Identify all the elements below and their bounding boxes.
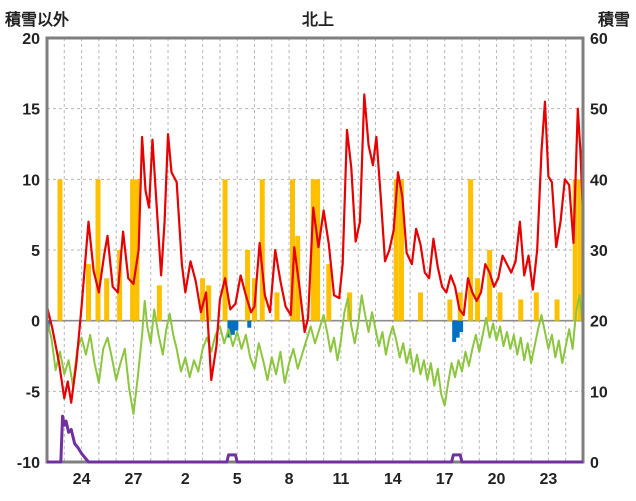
svg-text:20: 20 [488,471,506,488]
svg-text:60: 60 [590,31,608,48]
svg-text:0: 0 [590,455,599,472]
svg-text:10: 10 [590,384,608,401]
svg-text:20: 20 [590,314,608,331]
svg-text:50: 50 [590,102,608,119]
svg-text:5: 5 [31,243,40,260]
svg-text:23: 23 [540,471,558,488]
svg-text:17: 17 [436,471,454,488]
svg-text:-10: -10 [17,455,40,472]
svg-text:24: 24 [73,471,91,488]
left-axis-title: 積雪以外 [5,12,70,29]
chart-title: 北上 [301,12,334,29]
svg-text:14: 14 [384,471,402,488]
svg-text:27: 27 [125,471,143,488]
svg-text:0: 0 [31,314,40,331]
svg-text:30: 30 [590,243,608,260]
svg-text:15: 15 [22,102,40,119]
svg-text:11: 11 [332,471,349,488]
svg-text:20: 20 [22,31,40,48]
svg-text:-5: -5 [26,384,40,401]
right-axis-title: 積雪 [597,12,630,29]
svg-text:2: 2 [181,471,190,488]
svg-text:10: 10 [22,172,40,189]
svg-text:8: 8 [285,471,294,488]
svg-text:5: 5 [233,471,242,488]
svg-text:40: 40 [590,172,608,189]
